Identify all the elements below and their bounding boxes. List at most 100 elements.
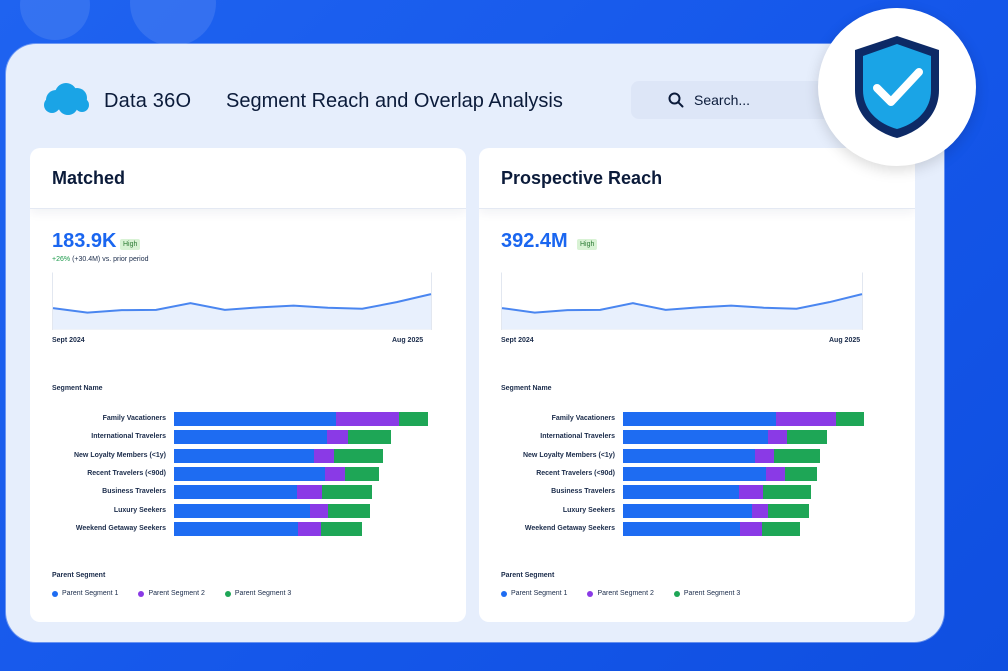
bar-segment-1	[623, 466, 766, 481]
bar-segment-3	[321, 521, 362, 536]
background-circle	[20, 0, 90, 40]
segment-bar[interactable]	[623, 430, 827, 445]
search-input[interactable]: Search...	[631, 81, 841, 119]
bar-segment-3	[768, 503, 809, 518]
bar-segment-1	[174, 412, 336, 426]
segment-label: New Loyalty Members (<1y)	[522, 451, 615, 459]
shield-check-icon	[855, 36, 939, 138]
segment-label: Business Travelers	[102, 488, 166, 496]
legend-item: Parent Segment 2	[587, 590, 654, 597]
bar-segment-2	[336, 412, 399, 426]
bar-segment-3	[345, 466, 379, 481]
legend-label: Parent Segment 2	[597, 590, 654, 597]
segment-row: Family Vacationers	[479, 412, 915, 427]
segment-label: Weekend Getaway Seekers	[75, 524, 166, 532]
bar-segment-2	[298, 521, 321, 536]
segment-label: Family Vacationers	[551, 415, 615, 422]
segment-bar[interactable]	[623, 503, 809, 518]
segment-row: New Loyalty Members (<1y)	[479, 448, 915, 464]
bar-segment-1	[623, 448, 755, 463]
bar-segment-3	[322, 485, 372, 500]
legend-label: Parent Segment 2	[148, 590, 205, 597]
segment-label: International Travelers	[540, 433, 615, 441]
legend-label: Parent Segment 1	[511, 590, 568, 597]
segment-label: Weekend Getaway Seekers	[524, 524, 615, 532]
segment-bar[interactable]	[623, 466, 817, 481]
bar-segment-3	[348, 430, 391, 445]
segment-row: New Loyalty Members (<1y)	[30, 448, 466, 464]
segment-bar[interactable]	[174, 448, 383, 463]
legend-dot	[224, 590, 231, 597]
metric-value: 392.4M	[501, 230, 568, 252]
segment-row: Recent Travelers (<90d)	[479, 466, 915, 482]
segment-label: Recent Travelers (<90d)	[87, 469, 166, 477]
card-title: Prospective Reach	[501, 167, 663, 188]
legend-item: Parent Segment 2	[138, 590, 205, 597]
legend-item: Parent Segment 3	[224, 590, 292, 597]
segment-bar[interactable]	[623, 521, 800, 536]
segment-bar[interactable]	[174, 521, 362, 536]
security-badge	[818, 8, 976, 166]
bar-segment-1	[174, 466, 325, 481]
legend-item: Parent Segment 1	[501, 590, 567, 597]
page-title: Segment Reach and Overlap Analysis	[226, 90, 563, 112]
prospective-reach-card: Prospective Reach 392.4M High Sept 2024 …	[479, 148, 915, 622]
bar-segment-3	[334, 448, 383, 463]
bar-segment-1	[623, 485, 739, 500]
segment-bar[interactable]	[623, 485, 811, 500]
bar-segment-1	[623, 503, 752, 518]
legend-label: Parent Segment 1	[62, 590, 119, 597]
segment-label: Luxury Seekers	[113, 506, 166, 514]
bar-segment-2	[755, 448, 774, 463]
segment-name-header: Segment Name	[52, 385, 103, 392]
segment-label: New Loyalty Members (<1y)	[73, 451, 166, 459]
segment-bar[interactable]	[174, 412, 428, 426]
sparkline-line	[52, 293, 432, 314]
bar-segment-2	[325, 466, 345, 481]
background-circle	[130, 0, 216, 46]
sparkline-chart	[52, 272, 432, 330]
change-text: +26% (+30.4M) vs. prior period	[52, 256, 149, 263]
legend-dot	[138, 590, 145, 597]
segment-row: Luxury Seekers	[479, 503, 915, 519]
bar-segment-1	[174, 503, 310, 518]
segment-bar[interactable]	[174, 430, 391, 445]
bar-segment-1	[623, 430, 768, 445]
axis-end-label: Aug 2025	[392, 337, 424, 344]
bar-segment-3	[787, 430, 827, 445]
app-header: Data 36O Segment Reach and Overlap Analy…	[6, 44, 944, 144]
segment-label: Business Travelers	[551, 488, 615, 496]
segment-bar[interactable]	[174, 503, 370, 518]
bar-segment-1	[174, 485, 297, 500]
legend-header: Parent Segment	[501, 572, 555, 579]
bar-segment-2	[314, 448, 334, 463]
bar-segment-3	[836, 412, 864, 426]
bar-segment-3	[762, 521, 800, 536]
bar-segment-2	[768, 430, 787, 445]
change-percent: +26%	[52, 256, 71, 263]
segment-row: Family Vacationers	[30, 412, 466, 427]
bar-segment-2	[739, 485, 763, 500]
legend-dot	[673, 590, 680, 597]
bar-segment-3	[774, 448, 820, 463]
segment-row: International Travelers	[479, 430, 915, 445]
segment-bar[interactable]	[623, 412, 864, 426]
bar-segment-1	[174, 521, 298, 536]
segment-label: International Travelers	[91, 433, 166, 441]
sparkline-chart	[501, 272, 863, 330]
segment-row: Weekend Getaway Seekers	[30, 521, 466, 537]
bar-segment-2	[752, 503, 768, 518]
legend-label: Parent Segment 3	[234, 590, 292, 597]
bar-segment-2	[327, 430, 348, 445]
legend-item: Parent Segment 3	[673, 590, 740, 597]
segment-bar[interactable]	[623, 448, 820, 463]
sparkline-area	[502, 294, 862, 329]
segment-bar[interactable]	[174, 485, 372, 500]
metric-value: 183.9K	[52, 230, 117, 252]
segment-bar[interactable]	[174, 466, 379, 481]
segment-row: Recent Travelers (<90d)	[30, 466, 466, 482]
status-badge: High	[120, 239, 141, 250]
legend-dot	[587, 590, 594, 597]
segment-row: International Travelers	[30, 430, 466, 445]
bar-segment-2	[766, 466, 785, 481]
